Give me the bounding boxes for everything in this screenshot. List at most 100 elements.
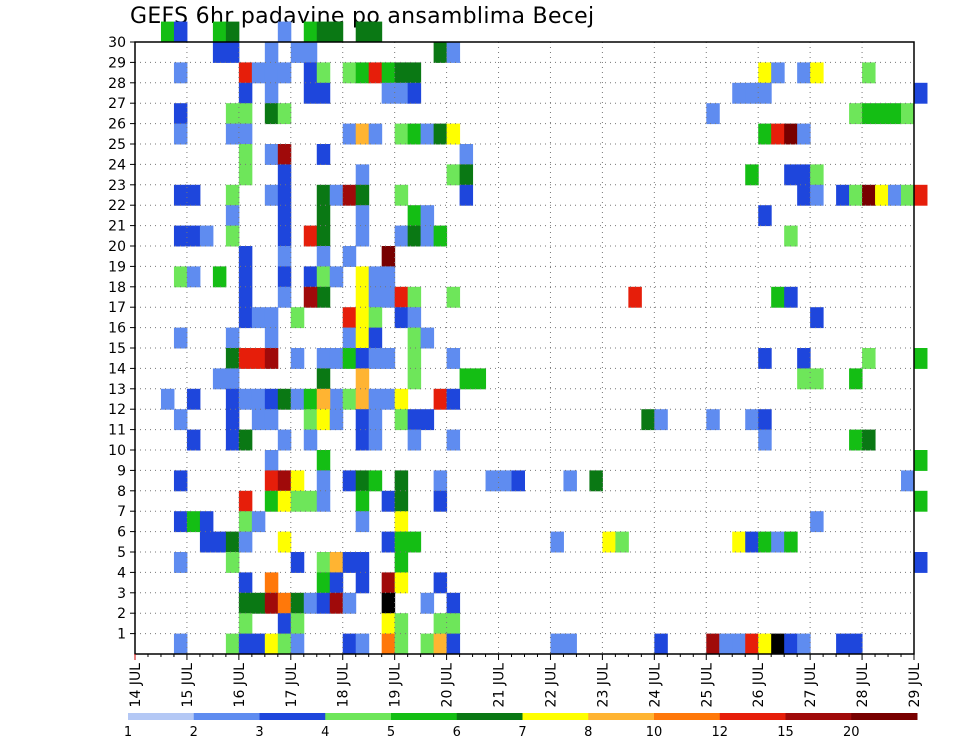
heatmap-cell (355, 429, 370, 451)
heatmap-cell (901, 184, 915, 206)
heatmap-cell (355, 62, 370, 84)
colorbar-swatch (193, 713, 260, 720)
heatmap-cell (290, 552, 305, 573)
heatmap-cell (758, 62, 772, 84)
heatmap-cell (862, 62, 876, 84)
y-tick-label: 2 (117, 606, 126, 622)
heatmap-cell (784, 225, 798, 247)
heatmap-cell (407, 225, 422, 247)
y-tick-label: 24 (108, 157, 126, 173)
heatmap-cell (264, 82, 279, 104)
colorbar-swatch (851, 713, 918, 720)
heatmap-cell (316, 388, 331, 410)
heatmap-cell (446, 123, 461, 145)
heatmap-cell (186, 429, 201, 451)
heatmap-cell (238, 307, 253, 329)
heatmap-cell (602, 531, 616, 553)
heatmap-cell (277, 225, 292, 247)
heatmap-cell (810, 307, 824, 329)
heatmap-cell (290, 613, 305, 635)
heatmap-cell (186, 388, 201, 410)
heatmap-cell (225, 429, 240, 451)
heatmap-cell (329, 592, 344, 614)
heatmap-cell (407, 123, 422, 145)
heatmap-cell (173, 266, 188, 288)
heatmap-cell (277, 103, 292, 125)
heatmap-cell (251, 409, 266, 431)
heatmap-cell (355, 490, 370, 512)
heatmap-cell (381, 82, 396, 104)
heatmap-cell (368, 388, 383, 410)
heatmap-cell (901, 103, 915, 125)
heatmap-cell (446, 348, 461, 369)
heatmap-cell (433, 42, 448, 63)
heatmap-cell (212, 368, 227, 390)
colorbar-swatch (522, 713, 589, 720)
heatmap-cell (797, 184, 811, 206)
heatmap-cell (160, 388, 175, 410)
heatmap-cell (316, 286, 331, 308)
y-tick-label: 22 (108, 198, 126, 214)
heatmap-cell (394, 225, 409, 247)
heatmap-cell (355, 388, 370, 410)
heatmap-cell (173, 633, 188, 655)
heatmap-cell (225, 388, 240, 410)
heatmap-cell (355, 205, 370, 227)
heatmap-cell (433, 225, 448, 247)
y-tick-label: 25 (108, 137, 126, 153)
heatmap-cell (238, 123, 253, 145)
y-tick-label: 16 (108, 321, 126, 337)
heatmap-cell (173, 123, 188, 145)
heatmap-cell (303, 21, 318, 43)
heatmap-cell (264, 572, 279, 594)
heatmap-cell (355, 633, 370, 655)
x-tick-label: 21 JUL (492, 663, 508, 708)
heatmap-cell (225, 327, 240, 349)
heatmap-cell (875, 103, 889, 125)
heatmap-cell (290, 633, 305, 655)
heatmap-cell (836, 184, 850, 206)
heatmap-cell (355, 327, 370, 349)
heatmap-cell (433, 633, 448, 655)
y-tick-label: 21 (108, 219, 126, 235)
heatmap-cell (238, 388, 253, 410)
x-tick-label: 27 JUL (803, 663, 819, 708)
heatmap-cell (797, 348, 811, 369)
heatmap-cell (420, 327, 435, 349)
heatmap-cell (316, 470, 331, 492)
heatmap-cell (784, 286, 798, 308)
heatmap-cell (849, 368, 863, 390)
y-tick-label: 5 (117, 545, 126, 561)
heatmap-cell (277, 286, 292, 308)
colorbar-label: 12 (711, 725, 728, 740)
colorbar-swatch (456, 713, 523, 720)
heatmap-cell (433, 490, 448, 512)
heatmap-cell (342, 327, 357, 349)
heatmap-cell (446, 429, 461, 451)
heatmap-cell (303, 592, 318, 614)
heatmap-cell (316, 225, 331, 247)
colorbar-swatch (654, 713, 721, 720)
heatmap-cell (329, 552, 344, 573)
heatmap-cell (459, 144, 474, 165)
heatmap-cell (771, 633, 785, 655)
heatmap-cell (862, 348, 876, 369)
colorbar-swatch (259, 713, 326, 720)
heatmap-cell (407, 348, 422, 369)
heatmap-cell (316, 490, 331, 512)
heatmap-cell (407, 409, 422, 431)
heatmap-cell (303, 429, 318, 451)
heatmap-cell (849, 429, 863, 451)
heatmap-cell (329, 388, 344, 410)
colorbar-swatch (785, 713, 852, 720)
heatmap-cell (589, 470, 603, 492)
y-tick-label: 12 (108, 402, 126, 418)
heatmap-cell (745, 409, 759, 431)
heatmap-cell (394, 531, 409, 553)
heatmap-cell (368, 307, 383, 329)
heatmap-cell (732, 531, 746, 553)
heatmap-cell (212, 21, 227, 43)
heatmap-cell (563, 470, 577, 492)
heatmap-cell (277, 592, 292, 614)
heatmap-cell (238, 164, 253, 186)
